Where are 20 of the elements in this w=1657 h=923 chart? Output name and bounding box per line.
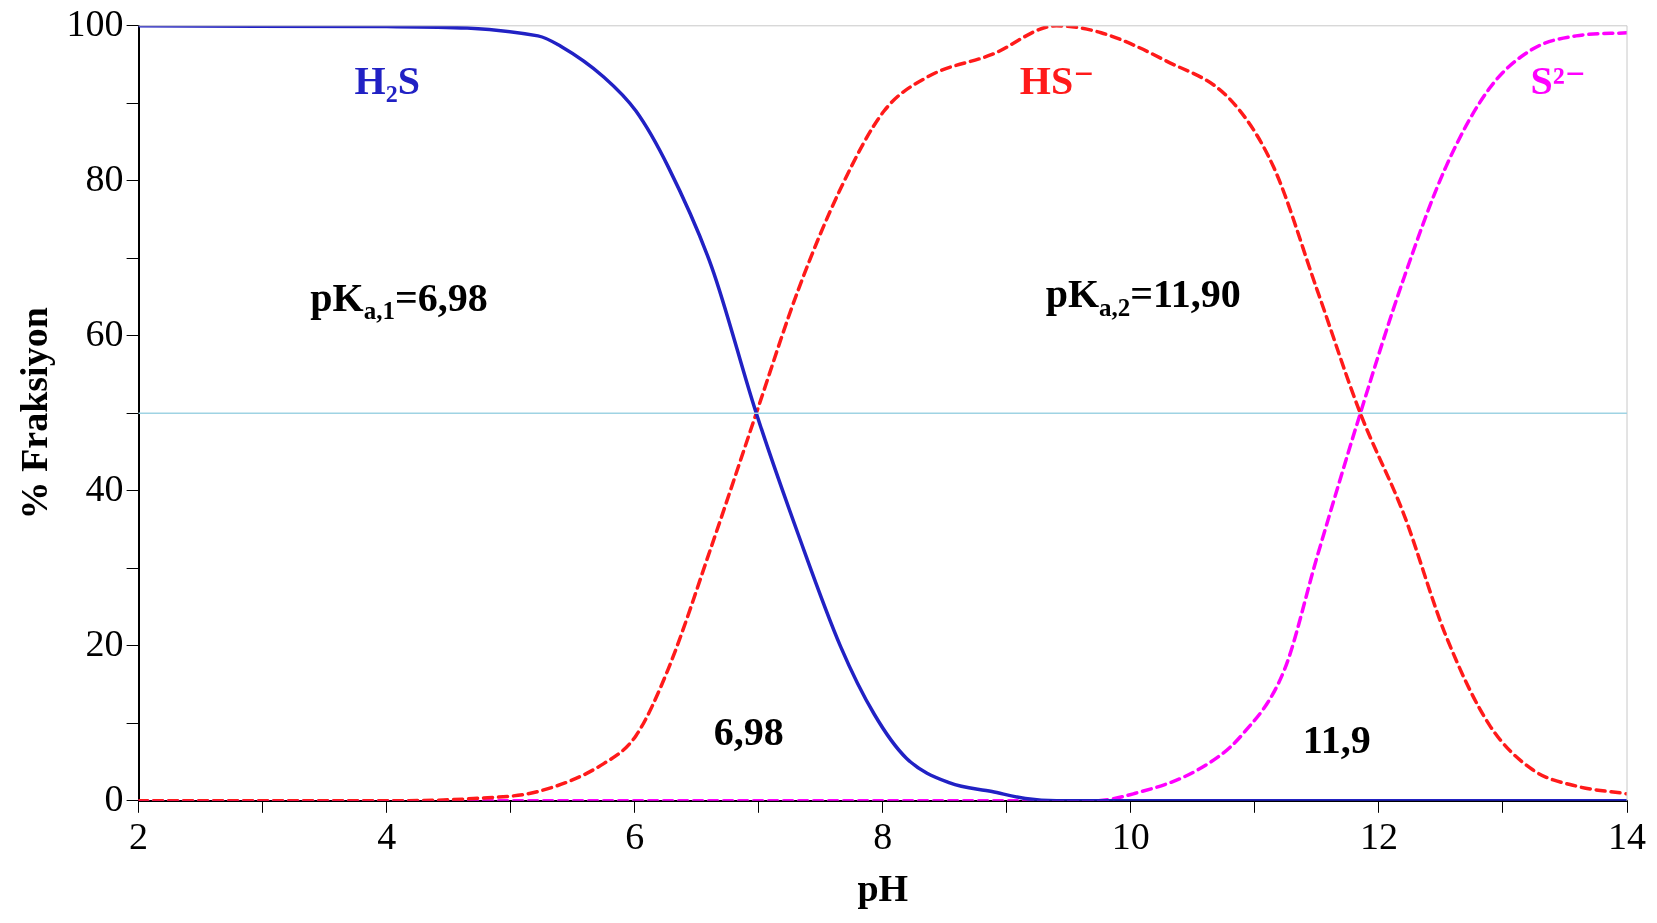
series-label: HS⁻ — [1019, 57, 1095, 103]
x-axis-title: pH — [857, 867, 909, 910]
y-tick-label: 0 — [104, 776, 124, 819]
x-tick-label: 6 — [625, 814, 645, 857]
annotation: 6,98 — [713, 709, 784, 755]
y-tick-label: 60 — [85, 311, 124, 354]
x-tick-label: 14 — [1608, 814, 1646, 857]
x-tick-label: 12 — [1359, 814, 1398, 857]
y-tick-label: 40 — [85, 466, 124, 509]
x-tick-label: 8 — [873, 814, 893, 857]
y-axis-title: % Fraksiyon — [12, 307, 55, 520]
series-label: S²⁻ — [1530, 57, 1586, 103]
y-tick-label: 100 — [66, 1, 124, 44]
y-tick-label: 80 — [85, 156, 124, 199]
x-tick-label: 4 — [377, 814, 397, 857]
x-tick-label: 2 — [129, 814, 149, 857]
x-tick-label: 10 — [1111, 814, 1150, 857]
series-label: H₂S — [354, 57, 420, 103]
annotation: 11,9 — [1302, 717, 1371, 762]
y-tick-label: 20 — [85, 621, 124, 664]
